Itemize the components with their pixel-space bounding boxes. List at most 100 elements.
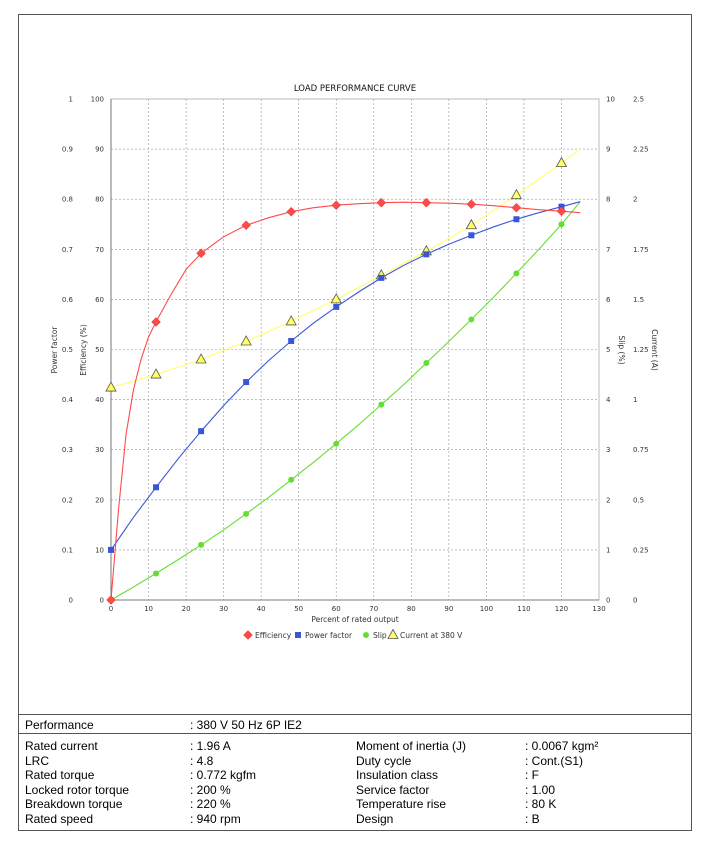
power-factor-point	[468, 232, 475, 239]
power-factor-tick-label: 1	[69, 96, 73, 104]
efficiency-point	[151, 317, 161, 327]
performance-value: : 380 V 50 Hz 6P IE2	[190, 718, 302, 732]
x-tick-label: 120	[555, 605, 568, 613]
efficiency-tick-label: 70	[95, 246, 104, 254]
efficiency-point	[196, 248, 206, 259]
slip-tick-label: 4	[606, 396, 611, 404]
power-factor-point	[288, 337, 295, 344]
slip-point	[513, 270, 520, 277]
current-at-380-v-point	[555, 156, 568, 168]
x-tick-label: 20	[182, 605, 191, 613]
spec-value: : 1.00	[525, 782, 556, 797]
current-tick-label: 0.5	[633, 496, 644, 504]
power-factor-tick-label: 0.3	[62, 446, 73, 454]
power-factor-point	[198, 428, 205, 435]
current-at-380-v-point	[285, 315, 297, 326]
spec-label: Service factor	[356, 782, 430, 797]
current-tick-label: 2	[633, 196, 637, 204]
axes: 0 10 20 30 40 50 60 70 80 90 100 110 120 13000.10.20.…	[62, 96, 649, 614]
x-tick-label: 60	[332, 605, 341, 613]
power-factor-tick-label: 0.9	[62, 146, 73, 154]
efficiency-tick-label: 20	[95, 496, 104, 504]
slip-tick-label: 8	[606, 196, 610, 204]
x-axis-label: Percent of rated output	[311, 615, 398, 624]
grid	[110, 98, 600, 601]
efficiency-legend-marker	[243, 630, 253, 640]
spec-value: : Cont.(S1)	[525, 753, 584, 768]
current-at-380-v-point	[150, 368, 162, 379]
x-tick-label: 130	[592, 605, 605, 613]
power-factor-point	[513, 216, 520, 223]
slip-curve	[110, 201, 581, 601]
current-at-380-v-point	[330, 293, 342, 304]
current-at-380-v-legend-marker	[387, 628, 399, 639]
x-tick-label: 100	[480, 605, 493, 613]
power-factor-tick-label: 0.5	[62, 346, 73, 354]
slip-tick-label: 6	[606, 296, 611, 304]
efficiency-point	[331, 200, 342, 210]
current-at-380-v-point	[195, 353, 207, 364]
power-factor-tick-label: 0	[69, 597, 73, 605]
x-tick-label: 0	[109, 605, 113, 613]
report-frame	[18, 14, 692, 831]
slip-point	[423, 360, 430, 367]
series-curves	[110, 148, 581, 601]
current-at-380-v-curve	[110, 148, 581, 389]
x-tick-label: 90	[444, 605, 453, 613]
efficiency-point	[241, 220, 251, 231]
current-at-380-v-point	[510, 188, 523, 200]
spec-label: Moment of inertia (J)	[356, 739, 467, 753]
current-tick-label: 0	[633, 597, 637, 605]
performance-label: Performance	[25, 718, 94, 732]
current-at-380-v-point	[465, 218, 478, 230]
efficiency-legend-label: Efficiency	[255, 631, 292, 640]
power-factor-point	[378, 274, 385, 281]
spec-value: : 80 K	[525, 797, 557, 812]
x-tick-label: 80	[407, 605, 416, 613]
slip-legend-marker	[363, 632, 369, 638]
spec-value: : 4.8	[190, 753, 214, 768]
efficiency-point	[466, 199, 477, 209]
spec-value: : 1.96 A	[190, 739, 231, 753]
slip-point	[243, 510, 250, 517]
slip-axis-label: Slip (%)	[617, 335, 626, 364]
power-factor-axis-label: Power factor	[50, 326, 59, 374]
efficiency-tick-label: 30	[95, 446, 104, 454]
slip-point	[378, 401, 385, 408]
efficiency-tick-label: 10	[95, 546, 104, 554]
spec-value: : B	[525, 812, 540, 826]
efficiency-tick-label: 40	[95, 396, 104, 404]
current-tick-label: 2.5	[633, 96, 644, 104]
slip-point	[198, 541, 205, 548]
slip-tick-label: 10	[606, 96, 615, 104]
x-tick-label: 70	[369, 605, 378, 613]
spec-value: : 200 %	[190, 782, 231, 797]
legend: Efficiency Power factor Slip Current at 380…	[243, 628, 463, 640]
efficiency-tick-label: 80	[95, 196, 104, 204]
slip-tick-label: 7	[606, 246, 610, 254]
current-tick-label: 0.75	[633, 446, 649, 454]
specifications-table: Performance : 380 V 50 Hz 6P IE2 Rated c…	[18, 714, 692, 831]
spec-label: LRC	[25, 753, 50, 768]
slip-tick-label: 0	[606, 597, 610, 605]
power-factor-tick-label: 0.6	[62, 296, 74, 304]
power-factor-point	[333, 303, 340, 310]
spec-label: Rated speed	[25, 812, 94, 826]
current-at-380-v-point	[240, 335, 252, 346]
spec-label: Rated current	[25, 739, 98, 753]
slip-point	[153, 570, 160, 577]
spec-label: Rated torque	[25, 768, 95, 783]
slip-tick-label: 9	[606, 146, 610, 154]
current-tick-label: 0.25	[633, 546, 649, 554]
current-at-380-v-point	[105, 381, 117, 392]
x-tick-label: 30	[219, 605, 228, 613]
power-factor-tick-label: 0.2	[62, 496, 73, 504]
efficiency-tick-label: 60	[95, 296, 104, 304]
efficiency-point	[421, 197, 432, 208]
current-axis-label: Current (A)	[650, 329, 659, 371]
efficiency-point	[106, 595, 116, 605]
load-performance-chart: LOAD PERFORMANCE CURVE 0 10 20 30 40 50 60 70 80…	[50, 84, 659, 640]
spec-value: : 0.0067 kgm²	[525, 739, 599, 753]
x-tick-label: 40	[257, 605, 266, 613]
x-tick-label: 110	[517, 605, 530, 613]
